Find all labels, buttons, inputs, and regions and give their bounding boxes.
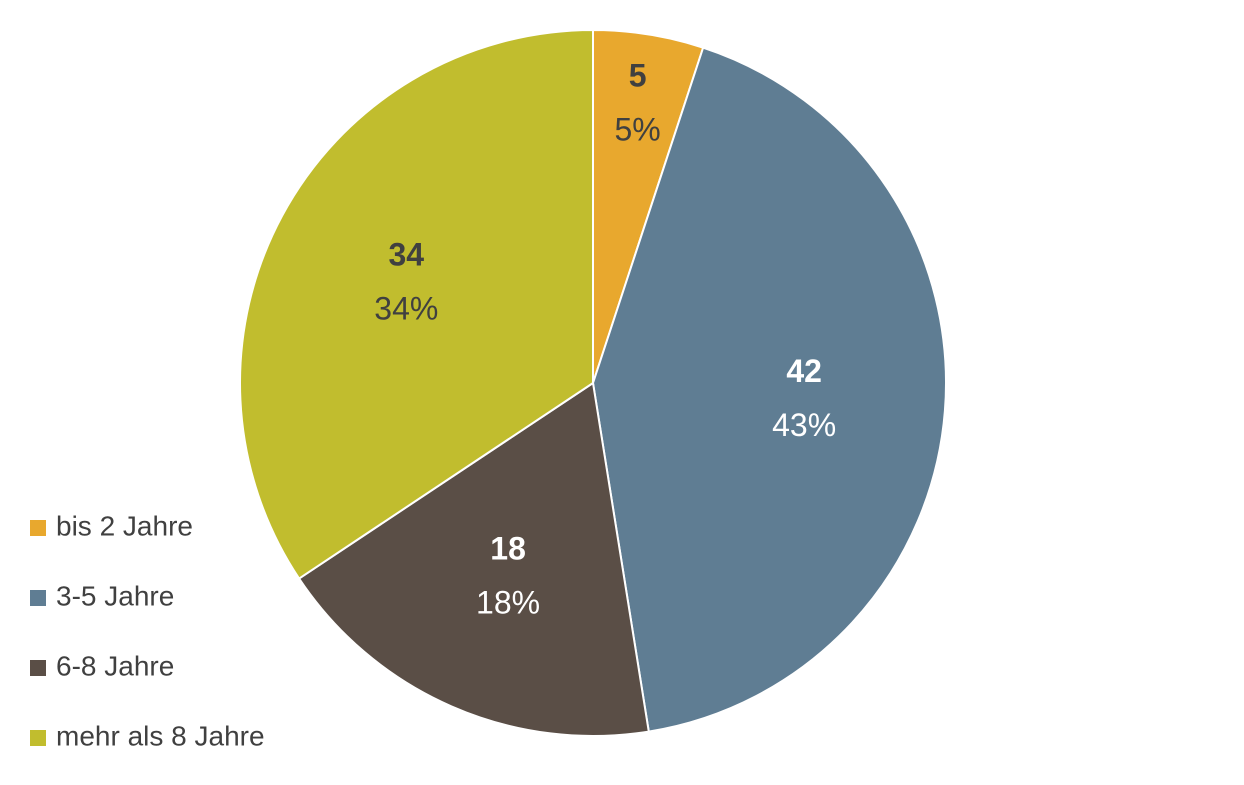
slice-percent-label: 18% <box>476 584 540 620</box>
slice-percent-label: 34% <box>374 290 438 326</box>
legend-label: 6-8 Jahre <box>56 650 174 681</box>
slice-value-label: 18 <box>490 530 526 566</box>
slice-percent-label: 43% <box>772 407 836 443</box>
pie-slice <box>297 381 650 737</box>
slice-value-label: 5 <box>629 58 647 94</box>
slice-percent-label: 5% <box>614 112 660 148</box>
slice-value-label: 42 <box>786 353 822 389</box>
legend-label: mehr als 8 Jahre <box>56 720 265 751</box>
legend-label: 3-5 Jahre <box>56 580 174 611</box>
legend-label: bis 2 Jahre <box>56 510 193 541</box>
pie-slice <box>591 46 947 733</box>
pie-slice <box>239 28 594 580</box>
legend-swatch <box>30 590 46 606</box>
legend-swatch <box>30 730 46 746</box>
slice-value-label: 34 <box>389 236 425 272</box>
legend-swatch <box>30 660 46 676</box>
legend-swatch <box>30 520 46 536</box>
